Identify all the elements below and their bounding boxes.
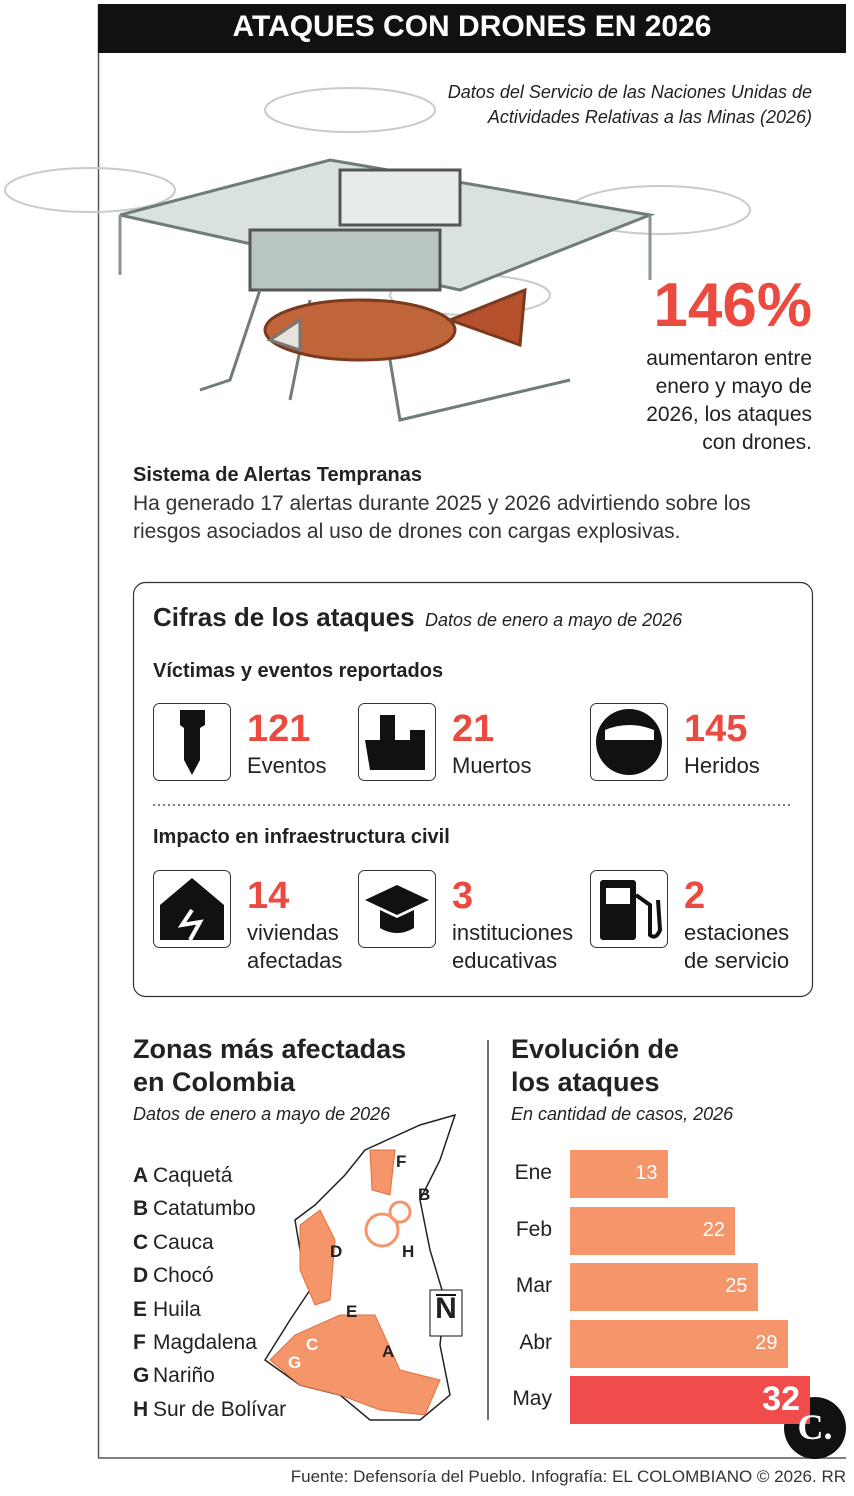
- zone-name: Magdalena: [153, 1331, 257, 1354]
- figures-subtitle: Datos de enero a mayo de 2026: [425, 610, 683, 630]
- category-label: Mar: [515, 1274, 552, 1297]
- stat-value: 14: [247, 875, 290, 917]
- bar: [570, 1263, 758, 1311]
- infrastructure-title: Impacto en infraestructura civil: [153, 826, 450, 848]
- zone-name: Huila: [153, 1297, 201, 1321]
- stat-label: estaciones de servicio: [684, 920, 790, 973]
- bar: [570, 1206, 735, 1255]
- stat-label: instituciones educativas: [452, 920, 574, 973]
- category-label: Feb: [515, 1217, 552, 1241]
- map-title: Zonas más afectadas en Colombia: [133, 1034, 407, 1097]
- value-label: 22: [702, 1218, 725, 1241]
- zone-name: Caquetá: [153, 1164, 233, 1187]
- bar: [570, 1376, 810, 1424]
- stat-label: viviendas afectadas: [247, 920, 343, 973]
- zone-letter: C: [133, 1230, 149, 1254]
- stat-label: Muertos: [452, 753, 532, 778]
- stat-label: Heridos: [684, 753, 760, 778]
- zone-name: Nariño: [153, 1364, 215, 1388]
- stat-label: Eventos: [247, 753, 327, 778]
- zone-letter: D: [133, 1264, 149, 1288]
- source-note: Datos del Servicio de las Naciones Unida…: [447, 82, 812, 127]
- map-letter: D: [330, 1242, 343, 1261]
- zone-name: Cauca: [153, 1230, 214, 1254]
- map-shape: [263, 1113, 463, 1421]
- chart-subtitle: En cantidad de casos, 2026: [511, 1104, 734, 1124]
- zone-name: Chocó: [153, 1264, 214, 1288]
- zone-name: Sur de Bolívar: [153, 1397, 287, 1421]
- zone-letter: E: [133, 1297, 148, 1321]
- stat-value: 145: [684, 708, 748, 750]
- map-letter: F: [396, 1152, 407, 1171]
- map-letter: A: [382, 1342, 395, 1361]
- footer: Fuente: Defensoría del Pueblo. Infografí…: [290, 1467, 846, 1486]
- header-bar: [98, 4, 846, 53]
- highlight-value: 146%: [653, 271, 812, 340]
- logo: C.: [797, 1407, 833, 1447]
- alerts-text: Ha generado 17 alertas durante 2025 y 20…: [133, 492, 751, 543]
- icons: [153, 703, 668, 948]
- category-label: Abr: [519, 1330, 552, 1354]
- bar: [570, 1150, 668, 1198]
- zone-letter: G: [133, 1364, 150, 1388]
- zone-letter: B: [133, 1197, 149, 1221]
- map-letter: H: [402, 1242, 415, 1261]
- zone-letter: A: [133, 1164, 149, 1187]
- value-label: 13: [635, 1162, 658, 1184]
- category-label: May: [512, 1387, 552, 1410]
- category-label: Ene: [514, 1161, 552, 1184]
- figures-box: [132, 581, 814, 998]
- zone-name: Catatumbo: [153, 1197, 256, 1221]
- map-letter: E: [346, 1302, 358, 1321]
- map-letter: C: [306, 1335, 319, 1354]
- stat-value: 21: [452, 708, 495, 750]
- figures-title: Cifras de los ataques: [153, 602, 415, 632]
- stat-value: 121: [247, 708, 311, 750]
- highlight-text: aumentaron entre enero y mayo de 2026, l…: [646, 347, 812, 454]
- value-label: 32: [762, 1380, 800, 1418]
- header-title: ATAQUES CON DRONES EN 2026: [232, 10, 712, 43]
- stat-value: 3: [452, 875, 474, 917]
- map-letter: G: [288, 1353, 302, 1372]
- stat-value: 2: [684, 875, 706, 917]
- map-subtitle: Datos de enero a mayo de 2026: [133, 1104, 391, 1124]
- zone-letter: H: [133, 1397, 149, 1421]
- north-symbol: N: [435, 1292, 457, 1325]
- map-letter: B: [418, 1185, 431, 1204]
- victims-title: Víctimas y eventos reportados: [153, 660, 444, 682]
- value-label: 29: [755, 1331, 778, 1354]
- chart-title: Evolución de los ataques: [511, 1034, 680, 1097]
- bar: [570, 1319, 788, 1368]
- alerts-title: Sistema de Alertas Tempranas: [133, 464, 423, 486]
- drone-illustration: [4, 87, 751, 422]
- value-label: 25: [725, 1275, 748, 1297]
- zone-letter: F: [133, 1331, 146, 1354]
